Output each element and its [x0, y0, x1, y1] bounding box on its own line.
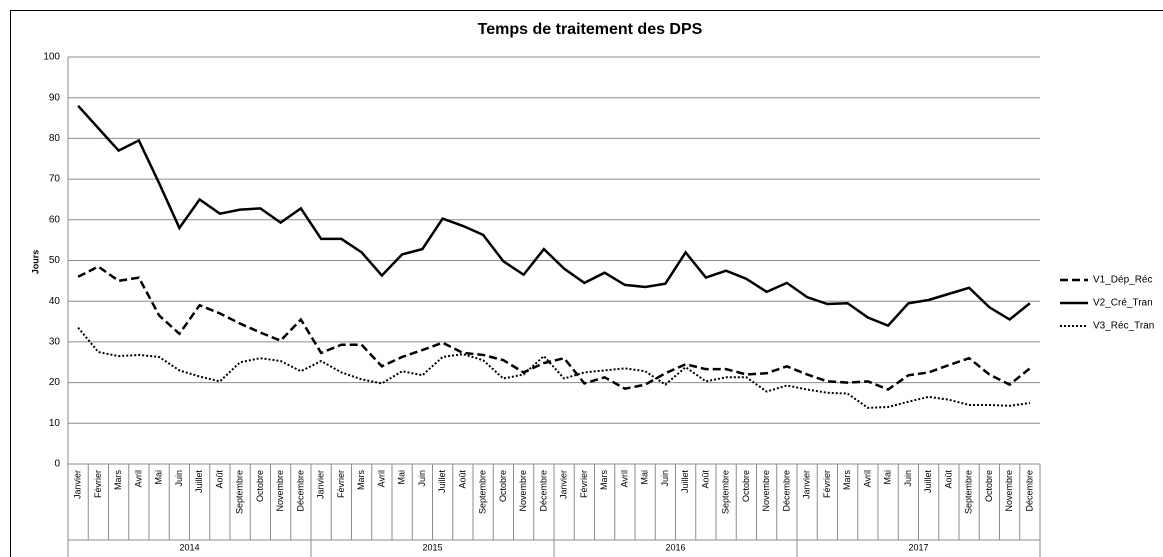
chart-title: Temps de traitement des DPS — [478, 21, 703, 38]
y-axis-label: Jours — [30, 250, 40, 275]
x-tick-label: Août — [943, 470, 953, 489]
x-tick-label: Février — [336, 470, 346, 498]
y-tick-label: 80 — [49, 133, 61, 144]
x-tick-label: Septembre — [964, 470, 974, 514]
x-tick-label: Décembre — [781, 470, 791, 512]
x-tick-label: Février — [93, 470, 103, 498]
x-tick-label: Novembre — [275, 470, 285, 512]
x-tick-label: Janvier — [802, 470, 812, 499]
chart-frame — [10, 10, 1163, 557]
x-tick-label: Avril — [376, 470, 386, 487]
y-tick-label: 60 — [49, 214, 61, 225]
x-tick-label: Août — [214, 470, 224, 489]
series-line — [77, 265, 1031, 391]
x-tick-label: Juin — [903, 470, 913, 487]
x-tick-label: Avril — [862, 470, 872, 487]
year-label: 2017 — [908, 542, 928, 552]
x-tick-label: Mai — [154, 470, 164, 485]
x-tick-label: Décembre — [538, 470, 548, 512]
x-tick-label: Juillet — [194, 470, 204, 494]
y-tick-label: 100 — [43, 52, 60, 63]
x-tick-label: Juillet — [437, 470, 447, 494]
x-tick-label: Septembre — [721, 470, 731, 514]
x-tick-label: Novembre — [761, 470, 771, 512]
x-tick-label: Mars — [599, 470, 609, 490]
x-tick-label: Septembre — [478, 470, 488, 514]
y-tick-label: 10 — [49, 418, 61, 429]
y-tick-label: 70 — [49, 174, 61, 185]
x-tick-label: Mars — [113, 470, 123, 490]
x-tick-label: Avril — [133, 470, 143, 487]
y-tick-label: 40 — [49, 296, 61, 307]
series-line — [77, 105, 1031, 328]
x-tick-label: Mars — [842, 470, 852, 490]
series-line — [77, 327, 1031, 409]
x-tick-label: Juin — [660, 470, 670, 487]
x-tick-label: Juin — [174, 470, 184, 487]
y-tick-label: 20 — [49, 377, 61, 388]
year-label: 2016 — [665, 542, 685, 552]
x-tick-label: Mai — [397, 470, 407, 485]
x-tick-label: Novembre — [518, 470, 528, 512]
legend-label: V2_Cré_Tran — [1093, 298, 1153, 309]
x-tick-label: Octobre — [741, 470, 751, 502]
x-tick-label: Octobre — [255, 470, 265, 502]
x-tick-label: Février — [579, 470, 589, 498]
y-tick-label: 50 — [49, 255, 61, 266]
x-tick-label: Janvier — [559, 470, 569, 499]
year-label: 2015 — [422, 542, 442, 552]
x-tick-label: Octobre — [498, 470, 508, 502]
y-tick-label: 90 — [49, 92, 61, 103]
x-tick-label: Mai — [883, 470, 893, 485]
x-tick-label: Décembre — [1024, 470, 1034, 512]
x-tick-label: Août — [457, 470, 467, 489]
x-tick-label: Janvier — [73, 470, 83, 499]
x-tick-label: Avril — [619, 470, 629, 487]
x-tick-label: Février — [822, 470, 832, 498]
x-tick-label: Juillet — [680, 470, 690, 494]
year-label: 2014 — [179, 542, 199, 552]
legend-label: V1_Dép_Réc — [1093, 275, 1152, 286]
x-tick-label: Mai — [640, 470, 650, 485]
x-tick-label: Janvier — [316, 470, 326, 499]
legend-label: V3_Réc_Tran — [1093, 321, 1154, 332]
x-tick-label: Août — [700, 470, 710, 489]
y-tick-label: 30 — [49, 337, 61, 348]
x-tick-label: Novembre — [1004, 470, 1014, 512]
x-tick-label: Octobre — [984, 470, 994, 502]
x-tick-label: Juillet — [923, 470, 933, 494]
x-tick-label: Mars — [356, 470, 366, 490]
y-tick-label: 0 — [54, 459, 60, 470]
x-tick-label: Juin — [417, 470, 427, 487]
x-tick-label: Septembre — [235, 470, 245, 514]
x-tick-label: Décembre — [295, 470, 305, 512]
